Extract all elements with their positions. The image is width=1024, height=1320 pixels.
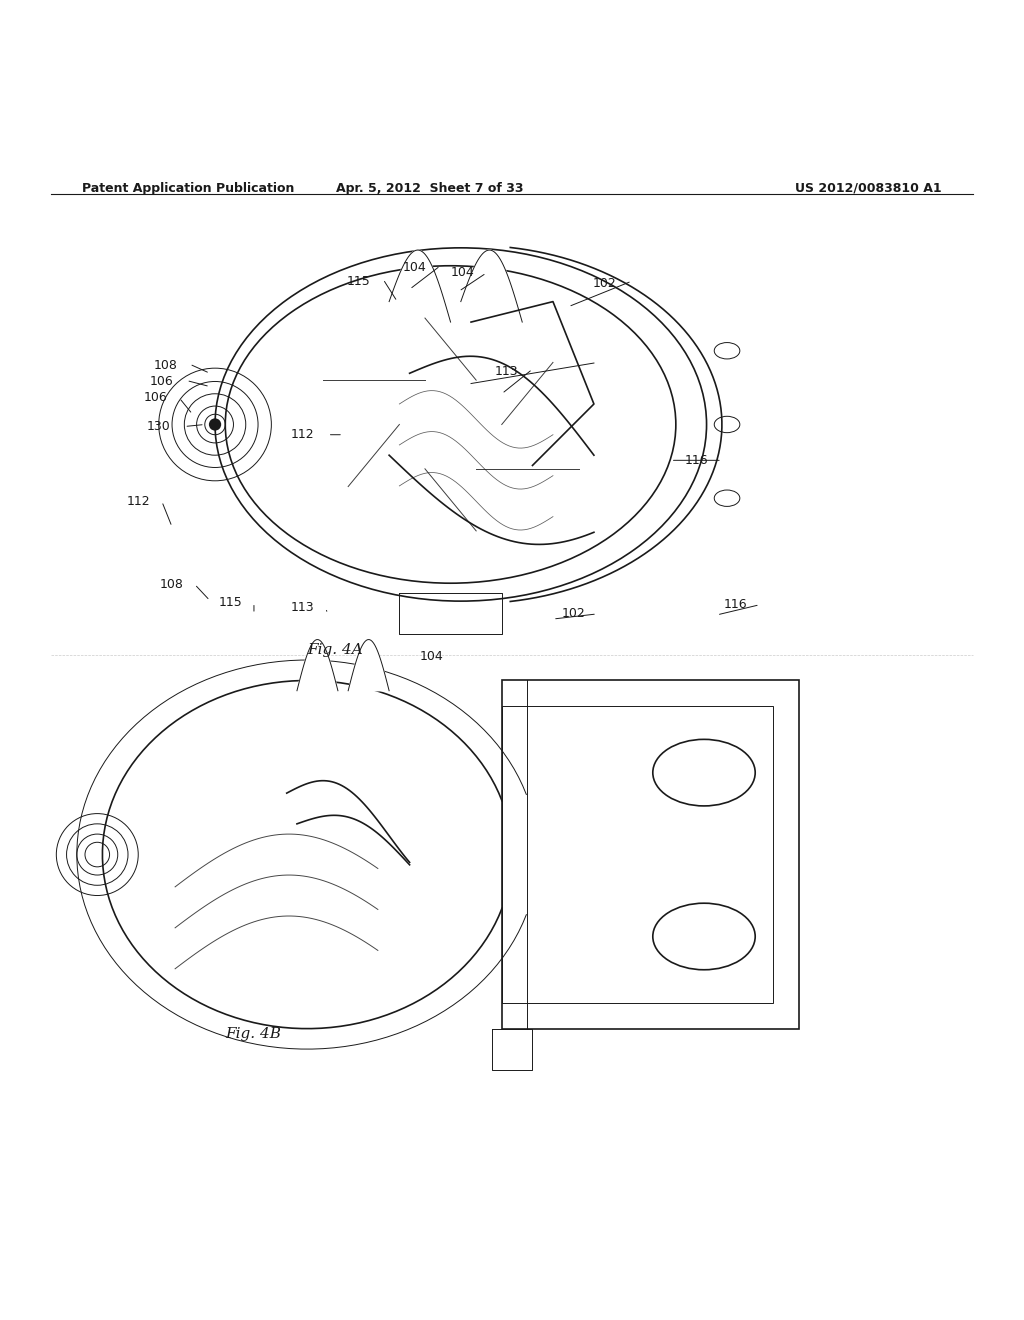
Polygon shape <box>297 816 410 865</box>
Text: Fig. 4B: Fig. 4B <box>225 1027 282 1040</box>
Text: 108: 108 <box>154 359 178 372</box>
Text: 102: 102 <box>561 607 586 620</box>
Text: 113: 113 <box>495 364 519 378</box>
Text: 104: 104 <box>451 267 475 280</box>
Text: 106: 106 <box>143 391 168 404</box>
Circle shape <box>209 418 221 430</box>
Polygon shape <box>389 249 451 322</box>
Text: 112: 112 <box>290 428 314 441</box>
Polygon shape <box>461 249 522 322</box>
Text: 106: 106 <box>150 375 174 388</box>
Text: 104: 104 <box>420 651 443 664</box>
Text: 102: 102 <box>592 277 616 289</box>
Text: 112: 112 <box>126 495 151 508</box>
Bar <box>502 706 773 1003</box>
Text: Fig. 4A: Fig. 4A <box>307 643 362 657</box>
Text: US 2012/0083810 A1: US 2012/0083810 A1 <box>796 182 942 195</box>
Text: 116: 116 <box>723 598 748 611</box>
Text: 115: 115 <box>346 275 371 288</box>
Text: 108: 108 <box>160 578 184 591</box>
Polygon shape <box>287 780 410 862</box>
Text: 113: 113 <box>290 602 314 614</box>
Polygon shape <box>348 640 389 690</box>
Polygon shape <box>297 640 338 690</box>
Text: 130: 130 <box>146 420 171 433</box>
Text: Patent Application Publication: Patent Application Publication <box>82 182 294 195</box>
Text: 104: 104 <box>402 261 427 275</box>
Text: Apr. 5, 2012  Sheet 7 of 33: Apr. 5, 2012 Sheet 7 of 33 <box>336 182 524 195</box>
Text: 115: 115 <box>218 597 243 609</box>
Bar <box>502 681 799 1028</box>
Text: 116: 116 <box>684 454 709 467</box>
